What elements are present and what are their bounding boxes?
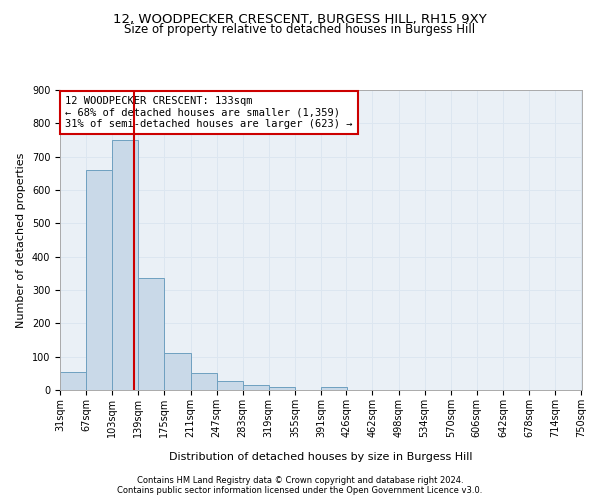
Text: 12 WOODPECKER CRESCENT: 133sqm
← 68% of detached houses are smaller (1,359)
31% : 12 WOODPECKER CRESCENT: 133sqm ← 68% of … [65, 96, 353, 129]
Text: 12, WOODPECKER CRESCENT, BURGESS HILL, RH15 9XY: 12, WOODPECKER CRESCENT, BURGESS HILL, R… [113, 12, 487, 26]
Bar [138, 278, 164, 390]
Bar [321, 388, 347, 390]
Text: Contains public sector information licensed under the Open Government Licence v3: Contains public sector information licen… [118, 486, 482, 495]
Bar [164, 354, 191, 390]
Bar [191, 372, 217, 390]
Bar [60, 372, 86, 390]
Y-axis label: Number of detached properties: Number of detached properties [16, 152, 26, 328]
Text: Distribution of detached houses by size in Burgess Hill: Distribution of detached houses by size … [169, 452, 473, 462]
Bar [269, 388, 295, 390]
Bar [217, 382, 242, 390]
Bar [242, 386, 269, 390]
Bar [86, 170, 112, 390]
Text: Contains HM Land Registry data © Crown copyright and database right 2024.: Contains HM Land Registry data © Crown c… [137, 476, 463, 485]
Text: Size of property relative to detached houses in Burgess Hill: Size of property relative to detached ho… [124, 22, 476, 36]
Bar [112, 140, 138, 390]
